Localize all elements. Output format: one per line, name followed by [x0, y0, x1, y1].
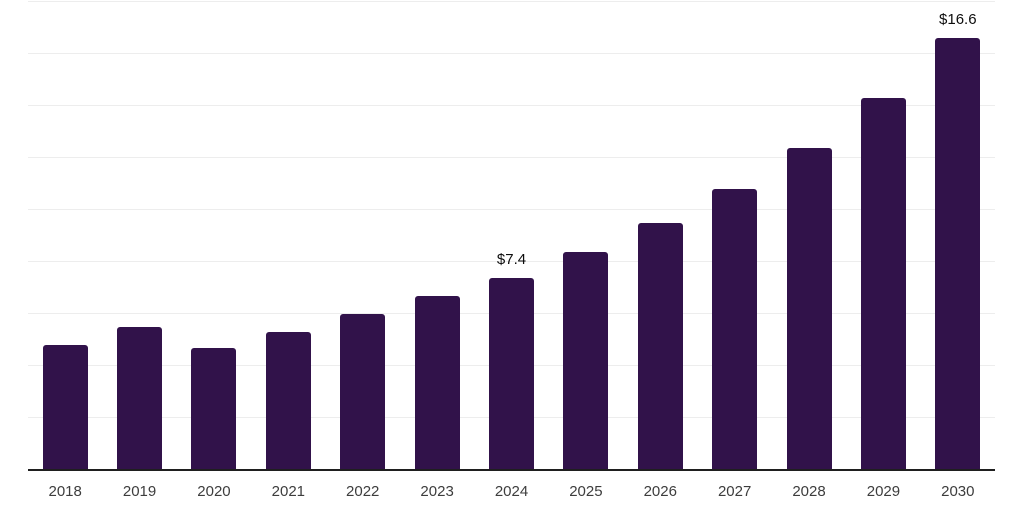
- x-tick-label-2025: 2025: [569, 483, 603, 500]
- bar-2018: [42, 345, 88, 470]
- bar-2022: [340, 314, 386, 470]
- x-tick-label-2022: 2022: [346, 483, 380, 500]
- x-tick-label-2024: 2024: [494, 483, 529, 500]
- x-tick-label-2029: 2029: [866, 483, 901, 500]
- bar-2026: [637, 223, 683, 470]
- x-tick-label-2018: 2018: [48, 483, 82, 500]
- gridline-10: [28, 209, 995, 210]
- bar-2020: [191, 347, 237, 470]
- x-tick-label-2027: 2027: [717, 483, 752, 500]
- bar-2030: [935, 38, 981, 470]
- x-tick-label-2028: 2028: [792, 483, 826, 500]
- x-axis-line: [28, 469, 995, 471]
- bar-2028: [786, 147, 832, 470]
- x-tick-label-2021: 2021: [271, 483, 306, 500]
- bar-2019: [117, 327, 163, 470]
- gridline-12: [28, 157, 995, 158]
- gridline-16: [28, 53, 995, 54]
- x-tick-label-2030: 2030: [941, 483, 975, 500]
- bar-2021: [265, 332, 311, 470]
- gridline-8: [28, 261, 995, 262]
- bar-2029: [860, 98, 906, 470]
- gridline-18: [28, 1, 995, 2]
- x-tick-label-2026: 2026: [643, 483, 677, 500]
- bar-2023: [414, 295, 460, 470]
- x-tick-label-2019: 2019: [122, 483, 157, 500]
- plot-area: $7.4 $16.6: [28, 1, 995, 470]
- data-label-2030: $16.6: [939, 11, 977, 29]
- data-label-2024: $7.4: [496, 250, 527, 268]
- x-tick-label-2020: 2020: [197, 483, 231, 500]
- gridline-14: [28, 105, 995, 106]
- bar-2025: [563, 251, 609, 470]
- bar-2027: [712, 189, 758, 470]
- x-tick-label-2023: 2023: [420, 483, 454, 500]
- bar-2024: [489, 277, 534, 470]
